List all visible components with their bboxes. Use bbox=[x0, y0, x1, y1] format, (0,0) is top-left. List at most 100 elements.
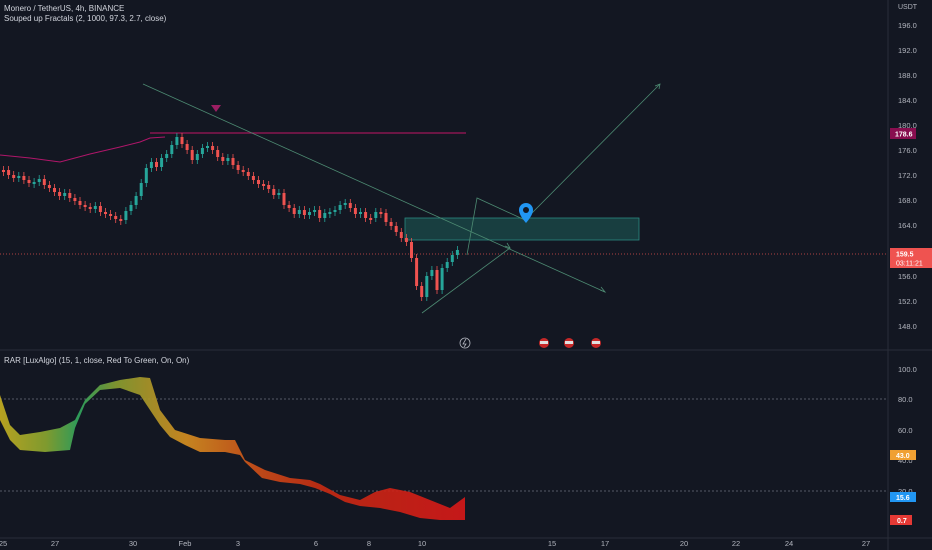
osc-badge-blue: 15.6 bbox=[890, 492, 916, 502]
oscillator-axis[interactable]: 100.0 80.0 60.0 40.0 20.0 bbox=[898, 365, 917, 496]
candle-body bbox=[348, 203, 352, 208]
candle-body bbox=[149, 162, 153, 168]
candle-body bbox=[302, 210, 306, 215]
candle-body bbox=[394, 226, 398, 232]
candle-body bbox=[139, 183, 143, 196]
candle-body bbox=[272, 189, 276, 195]
candle-body bbox=[200, 148, 204, 154]
candle-body bbox=[231, 158, 235, 165]
osc-badge-red: 0.7 bbox=[890, 515, 912, 525]
time-axis[interactable]: 25 27 30 Feb 3 6 8 10 15 17 20 22 24 27 bbox=[0, 539, 870, 548]
candle-body bbox=[369, 218, 373, 220]
candle-body bbox=[134, 196, 138, 205]
arrowhead-icon bbox=[654, 83, 661, 90]
candle-body bbox=[2, 170, 5, 172]
candle-body bbox=[292, 208, 296, 214]
candle-body bbox=[246, 172, 250, 176]
candle-body bbox=[374, 212, 378, 218]
candle-body bbox=[109, 214, 113, 216]
candle-body bbox=[221, 157, 225, 161]
candle-body bbox=[63, 193, 67, 196]
candle-body bbox=[420, 286, 424, 297]
candle-body bbox=[450, 255, 454, 262]
candle-body bbox=[415, 258, 419, 286]
oscillator-legend[interactable]: RAR [LuxAlgo] (15, 1, close, Red To Gree… bbox=[4, 356, 190, 365]
price-tick-label: 184.0 bbox=[898, 96, 917, 105]
candle-body bbox=[124, 211, 128, 220]
candle-body bbox=[17, 176, 21, 178]
candle-body bbox=[455, 250, 459, 255]
arrowhead-icon bbox=[599, 286, 607, 293]
candle-body bbox=[88, 207, 92, 209]
indicator-legend[interactable]: Souped up Fractals (2, 1000, 97.3, 2.7, … bbox=[4, 14, 167, 23]
projection-path[interactable] bbox=[466, 83, 661, 256]
candle-body bbox=[440, 268, 444, 290]
symbol-title[interactable]: Monero / TetherUS, 4h, BINANCE bbox=[4, 4, 125, 13]
candle-body bbox=[37, 179, 41, 182]
svg-text:03:11:21: 03:11:21 bbox=[896, 261, 923, 268]
candle-body bbox=[435, 270, 439, 290]
time-tick-label: 17 bbox=[601, 539, 609, 548]
time-tick-label: Feb bbox=[179, 539, 192, 548]
candle-body bbox=[211, 146, 215, 150]
time-tick-label: 27 bbox=[51, 539, 59, 548]
price-tick-label: 192.0 bbox=[898, 46, 917, 55]
flag-icon[interactable] bbox=[591, 338, 601, 348]
osc-tick-label: 100.0 bbox=[898, 365, 917, 374]
candle-body bbox=[226, 158, 230, 161]
rar-oscillator-band[interactable] bbox=[0, 377, 465, 520]
candle-body bbox=[359, 212, 362, 214]
price-tick-label: 148.0 bbox=[898, 322, 917, 331]
price-tick-label: 152.0 bbox=[898, 297, 917, 306]
candle-body bbox=[119, 219, 123, 221]
candle-body bbox=[165, 154, 169, 158]
candle-body bbox=[185, 144, 189, 150]
time-tick-label: 22 bbox=[732, 539, 740, 548]
price-axis[interactable]: 196.0 192.0 188.0 184.0 180.0 176.0 172.0 168.0… bbox=[898, 21, 917, 331]
time-tick-label: 25 bbox=[0, 539, 7, 548]
osc-badge-orange: 43.0 bbox=[890, 450, 916, 460]
price-tick-label: 180.0 bbox=[898, 121, 917, 130]
trendline[interactable] bbox=[142, 83, 606, 293]
target-zone[interactable] bbox=[404, 217, 640, 241]
candle-body bbox=[216, 150, 220, 157]
flag-icon[interactable] bbox=[564, 338, 574, 348]
candle-body bbox=[297, 210, 301, 214]
candle-body bbox=[262, 184, 266, 186]
candle-body bbox=[7, 170, 11, 175]
price-tick-label: 156.0 bbox=[898, 272, 917, 281]
candle-body bbox=[58, 192, 62, 196]
candle-body bbox=[93, 206, 97, 209]
candlestick-series[interactable] bbox=[2, 133, 459, 301]
pattern-lower-leg[interactable] bbox=[421, 247, 511, 314]
candle-body bbox=[22, 176, 26, 180]
time-tick-label: 24 bbox=[785, 539, 793, 548]
candle-body bbox=[47, 185, 51, 188]
candle-body bbox=[343, 203, 347, 205]
flag-icon[interactable] bbox=[539, 338, 549, 348]
candle-body bbox=[180, 137, 184, 144]
lightning-icon[interactable] bbox=[459, 337, 471, 349]
candle-body bbox=[190, 150, 194, 160]
candle-body bbox=[195, 154, 199, 160]
time-tick-label: 3 bbox=[236, 539, 240, 548]
candle-body bbox=[287, 205, 291, 208]
price-tick-label: 172.0 bbox=[898, 171, 917, 180]
svg-text:43.0: 43.0 bbox=[896, 453, 910, 460]
moving-average-line bbox=[0, 136, 166, 163]
candle-body bbox=[144, 168, 148, 183]
candle-body bbox=[53, 188, 56, 192]
candle-body bbox=[83, 205, 87, 207]
candle-body bbox=[129, 205, 133, 211]
time-tick-label: 10 bbox=[418, 539, 426, 548]
candle-body bbox=[338, 205, 342, 210]
candle-body bbox=[257, 180, 260, 184]
candle-body bbox=[410, 242, 413, 258]
location-pin-icon[interactable] bbox=[519, 203, 533, 223]
candle-body bbox=[430, 270, 434, 276]
candle-body bbox=[353, 208, 357, 214]
osc-tick-label: 80.0 bbox=[898, 395, 913, 404]
candle-body bbox=[308, 212, 311, 215]
osc-tick-label: 60.0 bbox=[898, 426, 913, 435]
